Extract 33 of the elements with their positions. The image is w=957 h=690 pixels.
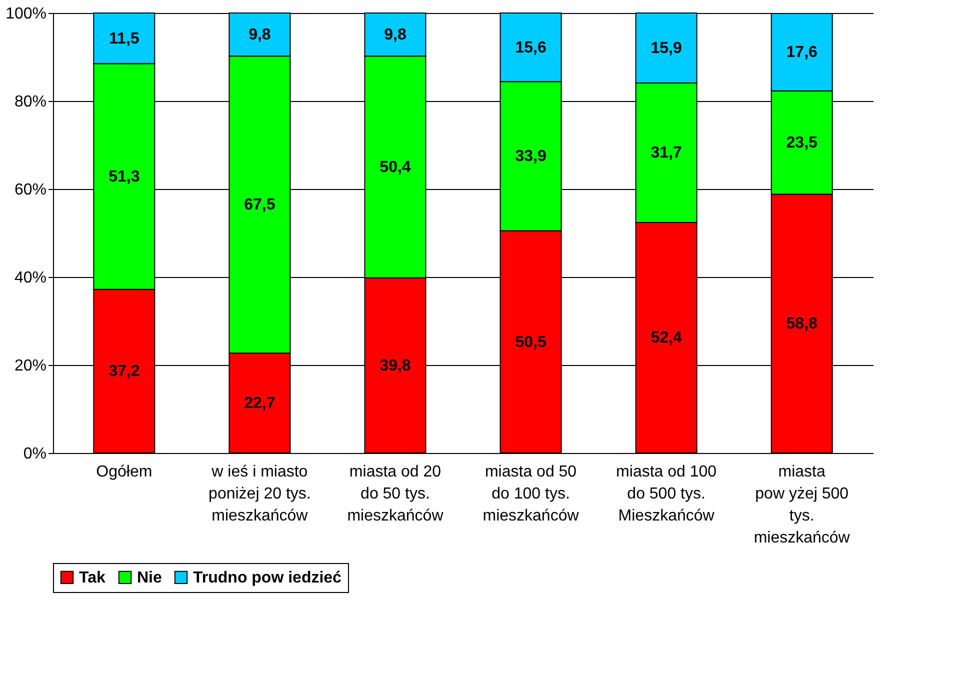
data-label: 23,5 (786, 134, 818, 152)
data-label: 22,7 (244, 395, 276, 412)
x-tick-label: w ieś i miasto poniżej 20 tys. mieszkańców (208, 464, 311, 524)
data-label: 58,8 (786, 316, 818, 333)
data-label: 15,6 (515, 39, 546, 56)
y-tick-label: 0% (23, 446, 46, 462)
x-tick-label: miasta od 100 do 500 tys. Mieszkańców (616, 464, 717, 524)
data-label: 15,9 (650, 40, 682, 57)
x-tick-label: Ogółem (96, 464, 152, 480)
data-label: 51,3 (108, 168, 140, 186)
y-tick-label: 40% (14, 270, 46, 286)
data-label: 9,8 (248, 26, 271, 44)
x-tick-label: miasta od 20 do 50 tys. mieszkańców (347, 464, 444, 524)
y-tick-label: 80% (14, 94, 46, 110)
data-label: 37,2 (108, 363, 140, 380)
legend-label: Nie (137, 569, 162, 586)
x-tick-label: miasta od 50 do 100 tys. mieszkańców (482, 464, 580, 524)
data-label: 50,5 (515, 334, 546, 351)
x-tick-label: miasta pow yżej 500 tys. mieszkańców (754, 464, 850, 546)
legend-label: Tak (79, 569, 106, 586)
data-label: 33,9 (515, 148, 546, 166)
data-label: 11,5 (109, 30, 140, 48)
data-label: 17,6 (786, 44, 818, 62)
data-label: 39,8 (380, 357, 411, 374)
legend-label: Trudno pow iedzieć (193, 569, 342, 586)
y-tick-label: 100% (6, 6, 46, 22)
y-tick-label: 20% (14, 358, 46, 374)
data-label: 9,8 (384, 26, 406, 44)
data-label: 31,7 (650, 144, 682, 162)
data-label: 67,5 (244, 196, 276, 214)
data-label: 50,4 (380, 159, 411, 176)
data-label: 52,4 (650, 330, 682, 347)
y-tick-label: 60% (14, 182, 46, 198)
